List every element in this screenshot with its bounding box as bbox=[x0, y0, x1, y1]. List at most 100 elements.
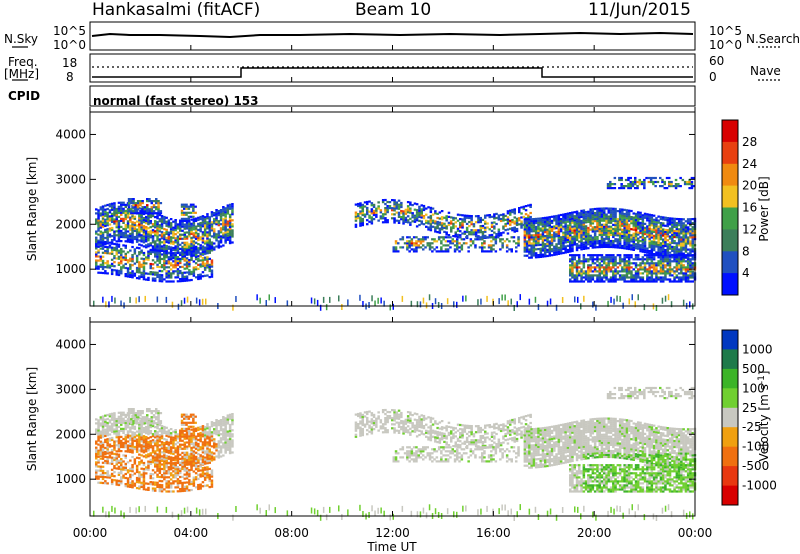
range-gate-cell bbox=[668, 258, 672, 261]
range-gate-cell bbox=[548, 224, 551, 227]
range-gate-cell bbox=[627, 237, 631, 240]
range-gate-cell bbox=[104, 424, 107, 427]
range-gate-cell bbox=[612, 258, 615, 261]
range-gate-cell bbox=[600, 213, 604, 216]
range-gate-cell bbox=[673, 248, 676, 251]
range-gate-cell bbox=[675, 236, 679, 239]
range-gate-cell bbox=[194, 217, 198, 220]
range-gate-cell bbox=[95, 448, 98, 451]
range-gate-cell bbox=[490, 248, 493, 251]
range-gate-cell bbox=[580, 225, 583, 229]
range-gate-cell bbox=[199, 236, 202, 239]
range-gate-cell bbox=[418, 209, 421, 212]
range-gate-cell bbox=[410, 248, 414, 251]
range-gate-cell bbox=[217, 224, 221, 227]
range-gate-cell bbox=[625, 239, 629, 242]
range-gate-cell bbox=[106, 430, 109, 433]
range-gate-cell bbox=[108, 413, 112, 416]
range-gate-cell bbox=[149, 424, 152, 427]
range-gate-cell bbox=[151, 241, 155, 244]
range-gate-cell bbox=[605, 266, 608, 269]
range-gate-cell bbox=[122, 256, 125, 259]
range-gate-cell bbox=[142, 251, 146, 255]
range-gate-cell bbox=[634, 256, 638, 259]
range-gate-cell bbox=[553, 245, 556, 248]
range-gate-cell bbox=[456, 244, 459, 247]
range-gate-cell bbox=[120, 435, 123, 438]
range-gate-cell bbox=[559, 222, 563, 225]
range-gate-cell bbox=[513, 220, 516, 223]
range-gate-cell bbox=[316, 299, 319, 306]
range-gate-cell bbox=[449, 246, 452, 249]
range-gate-cell bbox=[143, 206, 147, 209]
range-gate-cell bbox=[354, 215, 358, 218]
range-gate-cell bbox=[180, 213, 184, 216]
range-gate-cell bbox=[113, 206, 116, 209]
range-gate-cell bbox=[176, 272, 180, 275]
range-gate-cell bbox=[607, 260, 610, 263]
range-gate-cell bbox=[418, 205, 421, 208]
range-gate-cell bbox=[397, 211, 401, 214]
range-gate-cell bbox=[201, 223, 205, 226]
range-gate-cell bbox=[104, 266, 107, 269]
range-gate-cell bbox=[158, 440, 162, 443]
range-gate-cell bbox=[135, 448, 139, 451]
range-gate-cell bbox=[654, 180, 657, 184]
range-gate-cell bbox=[630, 234, 633, 237]
range-gate-cell bbox=[180, 211, 184, 214]
range-gate-cell bbox=[400, 203, 403, 207]
range-gate-cell bbox=[370, 218, 374, 221]
range-gate-cell bbox=[108, 419, 112, 422]
range-gate-cell bbox=[203, 262, 207, 265]
range-gate-cell bbox=[646, 280, 649, 283]
range-gate-cell bbox=[584, 270, 588, 273]
range-gate-cell bbox=[680, 220, 683, 223]
range-gate-cell bbox=[632, 274, 635, 277]
range-gate-cell bbox=[557, 240, 561, 243]
range-gate-cell bbox=[142, 274, 146, 277]
range-gate-cell bbox=[138, 431, 141, 434]
range-gate-cell bbox=[659, 254, 663, 257]
range-gate-cell bbox=[618, 264, 622, 267]
range-gate-cell bbox=[673, 270, 676, 273]
range-gate-cell bbox=[106, 232, 109, 235]
range-gate-cell bbox=[623, 241, 626, 244]
range-gate-cell bbox=[436, 220, 439, 224]
range-gate-cell bbox=[142, 231, 146, 234]
range-gate-cell bbox=[571, 213, 574, 216]
range-gate-cell bbox=[131, 437, 134, 440]
range-gate-cell bbox=[616, 222, 620, 225]
range-gate-cell bbox=[562, 247, 565, 250]
range-gate-cell bbox=[537, 239, 540, 243]
range-gate-cell bbox=[677, 224, 681, 227]
range-gate-cell bbox=[409, 221, 412, 224]
range-gate-cell bbox=[176, 270, 180, 273]
range-gate-cell bbox=[146, 200, 149, 203]
range-gate-cell bbox=[582, 245, 586, 248]
range-gate-cell bbox=[222, 244, 225, 247]
range-gate-cell bbox=[179, 280, 182, 283]
range-gate-cell bbox=[106, 207, 109, 211]
range-gate-cell bbox=[641, 272, 645, 275]
range-gate-cell bbox=[172, 234, 175, 237]
range-gate-cell bbox=[596, 240, 599, 243]
range-gate-cell bbox=[621, 208, 624, 211]
range-gate-cell bbox=[481, 230, 485, 234]
range-gate-cell bbox=[655, 274, 658, 277]
range-gate-cell bbox=[589, 228, 592, 231]
range-gate-cell bbox=[160, 447, 164, 450]
range-gate-cell bbox=[666, 258, 669, 261]
range-gate-cell bbox=[528, 232, 531, 235]
range-gate-cell bbox=[124, 209, 127, 213]
range-gate-cell bbox=[625, 209, 629, 212]
range-gate-cell bbox=[609, 262, 613, 265]
range-gate-cell bbox=[222, 220, 225, 223]
range-gate-cell bbox=[120, 266, 123, 269]
range-gate-cell bbox=[138, 437, 141, 440]
range-gate-cell bbox=[203, 228, 207, 231]
range-gate-cell bbox=[591, 226, 595, 229]
range-gate-cell bbox=[573, 227, 576, 230]
range-gate-cell bbox=[490, 221, 494, 224]
range-gate-cell bbox=[673, 217, 676, 220]
range-gate-cell bbox=[199, 277, 202, 280]
